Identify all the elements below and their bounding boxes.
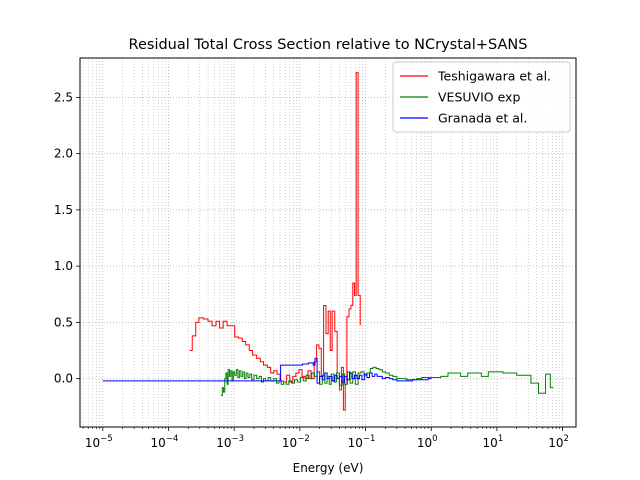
x-axis-label: Energy (eV) <box>293 461 364 475</box>
x-tick-label: 10−2 <box>282 434 310 450</box>
y-tick-label: 1.5 <box>54 203 73 217</box>
legend-label-1: VESUVIO exp <box>438 90 520 105</box>
y-tick-label: 0.0 <box>54 372 73 386</box>
x-tick-label: 10−5 <box>85 434 113 450</box>
legend-box <box>392 61 571 133</box>
y-tick-label: 1.0 <box>54 259 73 273</box>
legend-label-0: Teshigawara et al. <box>437 69 551 84</box>
y-tick-label: 2.5 <box>54 90 73 104</box>
chart-title: Residual Total Cross Section relative to… <box>129 37 528 53</box>
plot-series-group <box>102 72 554 411</box>
y-tick-label: 0.5 <box>54 315 73 329</box>
x-tick-label: 102 <box>548 434 569 450</box>
x-tick-label: 10−3 <box>216 434 244 450</box>
series-line-1 <box>220 366 554 396</box>
y-tick-label: 2.0 <box>54 147 73 161</box>
series-line-0 <box>189 72 361 411</box>
axes-frame <box>79 57 577 428</box>
legend-label-2: Granada et al. <box>438 111 527 126</box>
x-tick-label: 101 <box>483 434 504 450</box>
x-tick-label: 10−4 <box>151 434 179 450</box>
axis-ticks: 10−5 10−4 10−3 10−2 10−1 100 101 102 0.0 0.5 1.0 1.… <box>54 90 569 450</box>
x-tick-label: 10−1 <box>348 434 376 450</box>
legend: Teshigawara et al. VESUVIO exp Granada et … <box>392 61 571 133</box>
x-tick-label: 100 <box>417 434 438 450</box>
series-line-2 <box>102 357 432 384</box>
